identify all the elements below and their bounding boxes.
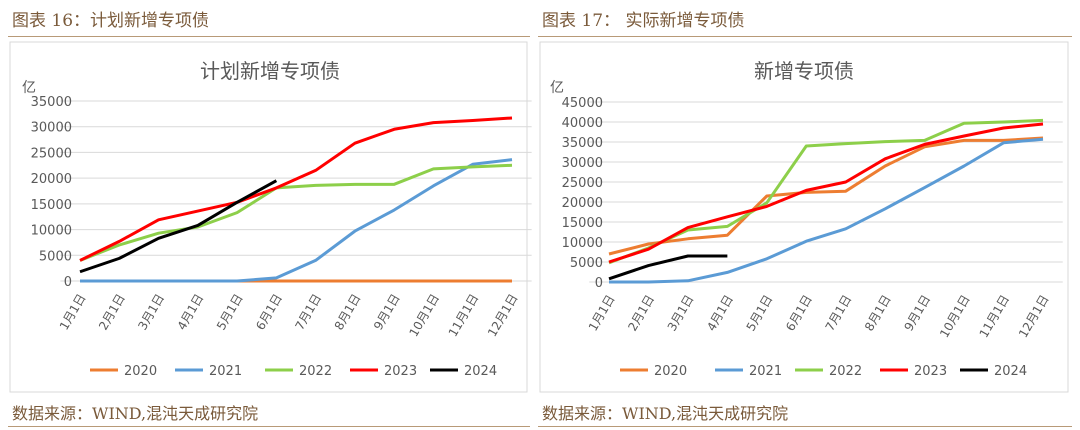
y-tick-label: 30000 (31, 121, 72, 136)
divider (8, 36, 530, 37)
legend-label-2020: 2020 (124, 364, 157, 379)
series-line-2022 (608, 118, 1044, 265)
y-tick-label: 10000 (562, 236, 603, 251)
figure-caption-16: 图表 16：计划新增专项债 (12, 11, 210, 31)
y-tick-label: 45000 (562, 96, 603, 111)
series-line-2023 (608, 122, 1044, 264)
series-line-2021 (609, 137, 1044, 284)
y-tick-label: 15000 (31, 198, 72, 213)
legend-label-2021: 2021 (209, 364, 242, 379)
y-tick-label: 25000 (562, 176, 603, 191)
y-tick-label: 0 (64, 275, 72, 290)
legend-label-2020: 2020 (654, 364, 687, 379)
y-tick-label: 15000 (562, 216, 603, 231)
divider (538, 36, 1072, 37)
legend-label-2022: 2022 (299, 364, 332, 379)
y-tick-label: 0 (595, 276, 603, 291)
legend-label-2023: 2023 (384, 364, 417, 379)
y-tick-label: 40000 (562, 116, 603, 131)
chart-title: 新增专项债 (754, 59, 854, 83)
y-tick-label: 30000 (562, 156, 603, 171)
chart-frame (539, 41, 1069, 393)
legend-label-2023: 2023 (914, 364, 947, 379)
legend-label-2021: 2021 (749, 364, 782, 379)
y-tick-label: 5000 (570, 256, 603, 271)
divider (538, 426, 1072, 427)
y-tick-label: 20000 (31, 172, 72, 187)
legend-label-2024: 2024 (464, 364, 497, 379)
series-line-2020 (608, 136, 1044, 256)
legend-label-2024: 2024 (994, 364, 1027, 379)
y-tick-label: 35000 (31, 95, 72, 110)
y-axis-unit: 亿 (22, 80, 36, 96)
y-tick-label: 5000 (39, 249, 72, 264)
y-tick-label: 25000 (31, 146, 72, 161)
series-line-2024 (79, 179, 278, 274)
series-line-2024 (608, 254, 728, 281)
divider (8, 426, 530, 427)
chart-frame (9, 41, 528, 393)
source-note-left: 数据来源：WIND,混沌天成研究院 (12, 404, 259, 423)
y-tick-label: 35000 (562, 136, 603, 151)
figure-caption-17: 图表 17： 实际新增专项债 (542, 11, 745, 31)
chart-title: 计划新增专项债 (200, 59, 340, 83)
legend-label-2022: 2022 (829, 364, 862, 379)
series-line-2021 (80, 158, 513, 283)
series-line-2023 (79, 116, 513, 262)
y-tick-label: 20000 (562, 196, 603, 211)
source-note-right: 数据来源：WIND,混沌天成研究院 (542, 404, 789, 423)
series-line-2022 (79, 163, 513, 262)
y-tick-label: 10000 (31, 224, 72, 239)
y-axis-unit: 亿 (550, 80, 564, 96)
